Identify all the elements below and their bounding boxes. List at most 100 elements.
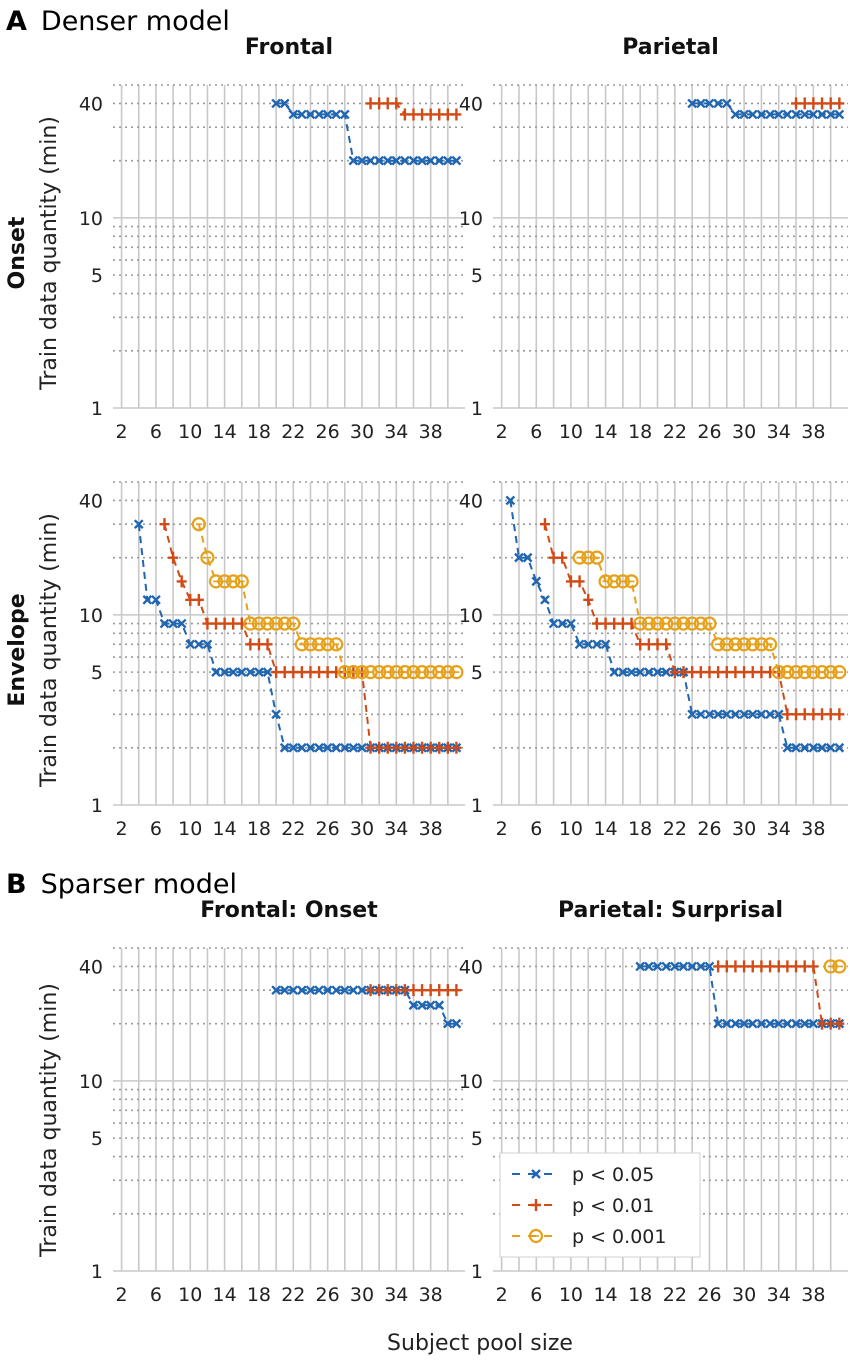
plus-mark	[600, 617, 611, 630]
data-point	[417, 108, 428, 121]
plus-mark	[574, 575, 585, 588]
data-point	[339, 742, 350, 753]
y-tick-label: 10	[459, 1071, 483, 1093]
plus-mark	[704, 666, 715, 679]
y-axis-label-sparser: Train data quantity (min)	[37, 983, 62, 1258]
plus-mark	[713, 666, 724, 679]
data-point	[331, 109, 342, 120]
data-point	[382, 741, 393, 754]
x-mark	[425, 1000, 436, 1011]
x-mark	[305, 985, 316, 996]
plus-mark	[365, 984, 376, 997]
data-point	[408, 155, 419, 166]
data-point	[305, 109, 316, 120]
x-tick-label: 14	[593, 421, 617, 443]
data-point	[721, 709, 732, 720]
x-tick-label: 6	[530, 818, 542, 840]
x-tick-label: 2	[116, 818, 128, 840]
x-mark	[687, 961, 697, 972]
section-a-letter: A	[6, 6, 27, 37]
circle-mark	[832, 665, 847, 680]
plus-mark	[434, 108, 445, 121]
data-point	[713, 666, 724, 679]
plus-mark	[185, 593, 196, 606]
plus-mark	[374, 741, 385, 754]
x-tick-label: 38	[801, 1284, 825, 1306]
data-point	[791, 1018, 801, 1029]
x-mark	[782, 109, 793, 120]
data-point	[721, 1018, 732, 1029]
data-point	[408, 741, 419, 754]
data-point	[739, 1018, 749, 1029]
plus-mark	[408, 108, 419, 121]
y-tick-label: 10	[459, 208, 483, 230]
data-point	[305, 742, 316, 753]
plus-mark	[253, 638, 264, 651]
plus-mark	[399, 741, 410, 754]
x-tick-label: 2	[116, 421, 128, 443]
data-point	[782, 708, 793, 721]
x-mark-icon	[531, 1169, 541, 1179]
x-mark	[644, 667, 654, 677]
series-plus-mark	[539, 518, 845, 721]
data-point	[142, 594, 153, 605]
circle-mark	[624, 574, 639, 589]
data-point	[773, 960, 784, 973]
x-mark	[609, 667, 620, 677]
data-point	[185, 639, 196, 650]
legend-label: p < 0.01	[572, 1195, 654, 1217]
data-point	[834, 109, 845, 120]
plus-mark	[391, 741, 402, 754]
plus-mark	[434, 984, 445, 997]
plus-mark	[817, 97, 828, 110]
x-mark	[202, 639, 213, 650]
circle-mark	[702, 616, 717, 631]
circle-mark	[449, 665, 464, 680]
data-point	[799, 97, 810, 110]
data-point	[702, 616, 717, 631]
x-tick-label: 34	[384, 818, 408, 840]
x-mark	[348, 985, 359, 996]
x-tick-label: 2	[496, 1284, 508, 1306]
data-point	[791, 960, 802, 973]
plus-mark	[382, 984, 393, 997]
data-point	[747, 1018, 758, 1029]
x-mark	[305, 109, 316, 120]
data-point	[589, 550, 605, 565]
x-mark	[219, 667, 230, 677]
plus-mark	[425, 984, 436, 997]
plus-mark	[271, 666, 282, 679]
x-mark	[756, 709, 767, 720]
plus-mark	[382, 97, 393, 110]
data-point	[408, 984, 419, 997]
x-tick-label: 30	[732, 818, 756, 840]
plus-mark	[399, 984, 410, 997]
x-tick-label: 26	[697, 1284, 721, 1306]
data-point	[365, 97, 376, 110]
plus-mark	[391, 984, 402, 997]
legend: p < 0.05 p < 0.01 p < 0.001	[499, 1152, 701, 1258]
x-mark	[695, 709, 706, 720]
data-point	[434, 984, 445, 997]
series-plus-mark	[365, 97, 462, 121]
data-point	[357, 985, 367, 996]
x-mark	[279, 742, 290, 753]
data-point	[808, 708, 819, 721]
x-tick-label: 6	[150, 818, 162, 840]
data-point	[382, 984, 393, 997]
data-point	[185, 593, 196, 606]
legend-item: p < 0.05	[512, 1164, 654, 1186]
legend-item: p < 0.001	[512, 1226, 666, 1248]
x-mark	[644, 961, 654, 972]
data-point	[669, 666, 680, 679]
x-mark	[357, 985, 367, 996]
circle-mark	[528, 1228, 544, 1244]
data-point	[704, 98, 715, 109]
plus-mark	[417, 741, 428, 754]
data-point	[756, 960, 767, 973]
x-mark	[782, 1018, 793, 1029]
x-mark	[417, 155, 427, 166]
x-mark	[194, 639, 204, 650]
